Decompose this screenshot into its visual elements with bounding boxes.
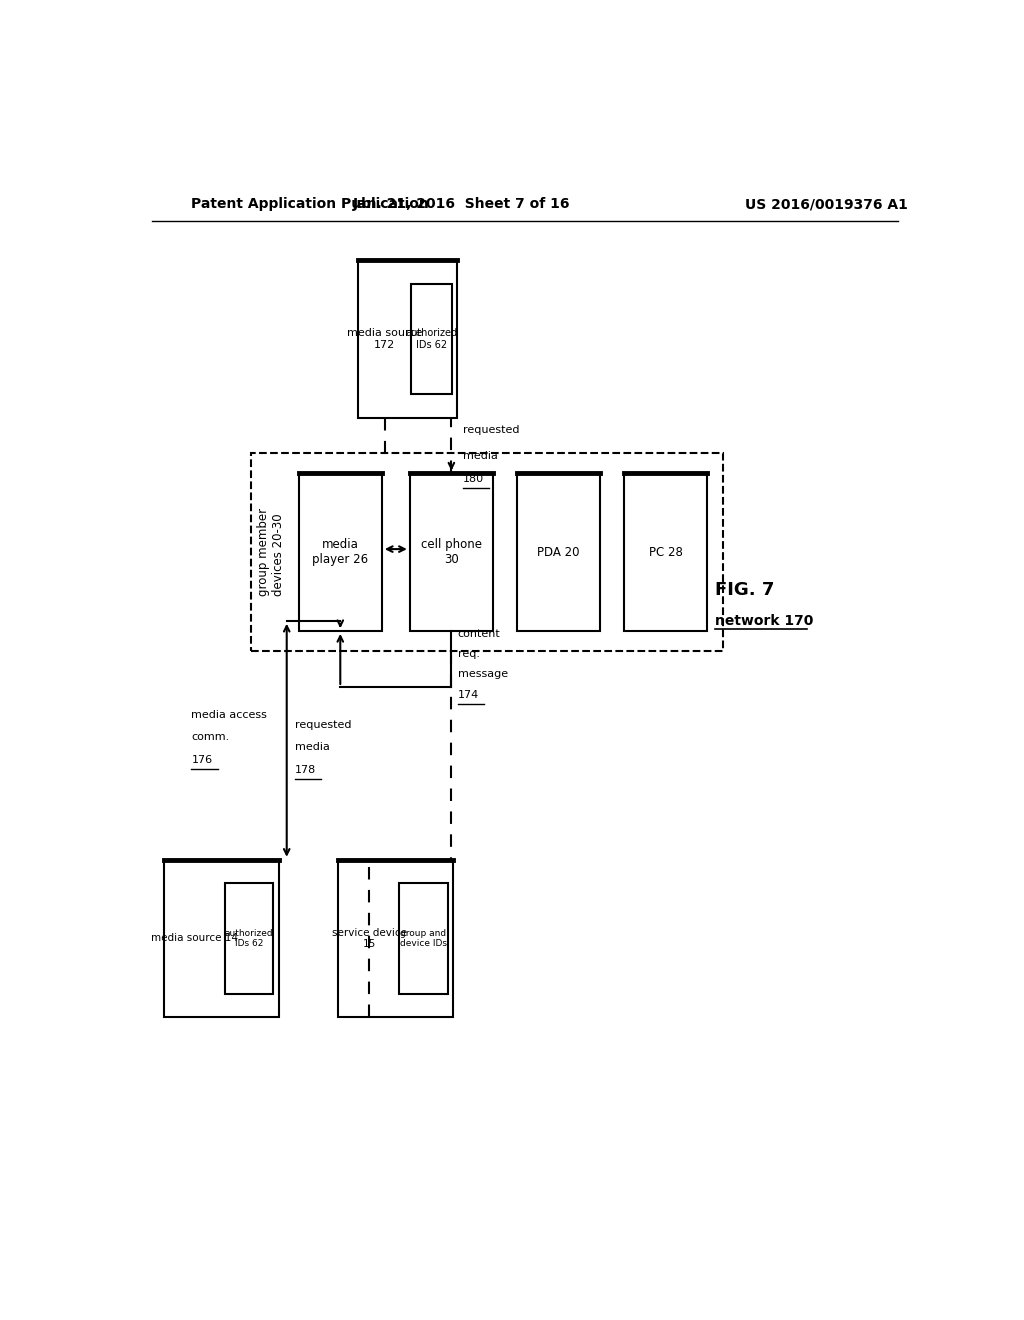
Text: 180: 180 [463,474,484,484]
Bar [358,260,458,417]
Text: requested: requested [295,719,351,730]
Text: requested: requested [463,425,520,436]
Text: media
player 26: media player 26 [312,539,369,566]
Text: authorized
IDs 62: authorized IDs 62 [224,929,273,948]
Text: media source
172: media source 172 [347,327,423,350]
Text: cell phone
30: cell phone 30 [421,539,482,566]
Bar [251,453,723,651]
Text: group member
devices 20-30: group member devices 20-30 [257,508,285,597]
Text: 176: 176 [191,755,213,764]
Bar [299,474,382,631]
Bar [411,284,453,393]
Bar [399,883,447,994]
Text: service device
15: service device 15 [332,928,407,949]
Text: authorized
IDs 62: authorized IDs 62 [406,327,458,350]
Text: network 170: network 170 [715,614,814,628]
Bar [410,474,494,631]
Bar [338,859,454,1018]
Text: comm.: comm. [191,733,229,742]
Text: Patent Application Publication: Patent Application Publication [191,197,429,211]
Text: media access: media access [191,710,267,719]
Bar [224,883,273,994]
Text: 174: 174 [458,689,479,700]
Text: message: message [458,669,508,680]
Text: Jan. 21, 2016  Sheet 7 of 16: Jan. 21, 2016 Sheet 7 of 16 [352,197,570,211]
Text: FIG. 7: FIG. 7 [715,581,774,599]
Bar [624,474,708,631]
Text: US 2016/0019376 A1: US 2016/0019376 A1 [744,197,908,211]
Text: media: media [295,742,330,752]
Text: media source 14: media source 14 [152,933,239,944]
Text: req.: req. [458,649,479,659]
Text: PDA 20: PDA 20 [538,545,580,558]
Text: content: content [458,628,501,639]
Text: PC 28: PC 28 [649,545,683,558]
Text: group and
device IDs: group and device IDs [400,929,446,948]
Bar [164,859,279,1018]
Text: 178: 178 [295,764,316,775]
Text: media: media [463,450,498,461]
Bar [517,474,600,631]
